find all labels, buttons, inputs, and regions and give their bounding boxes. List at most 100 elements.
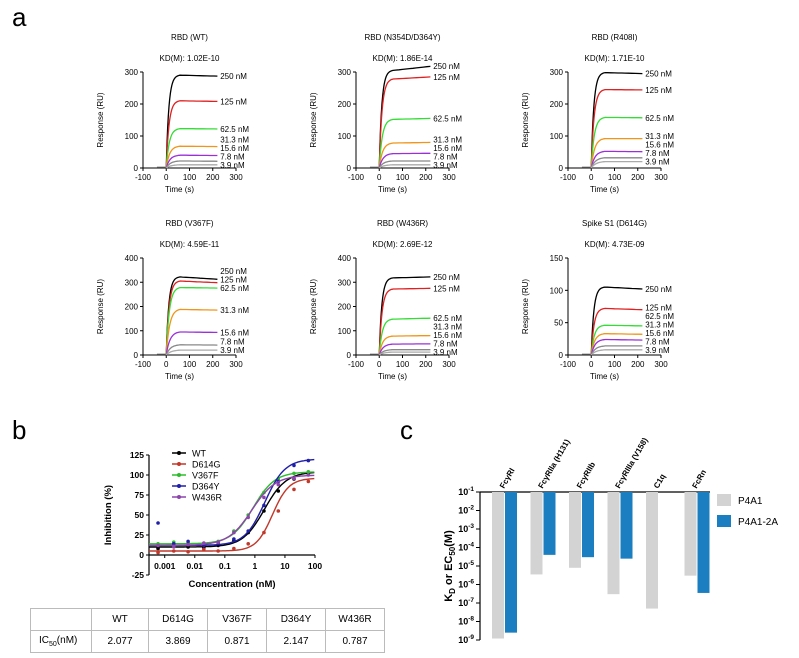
sensorgram-line [590, 345, 643, 356]
y-tick-label: 100 [130, 470, 144, 480]
chart-title: RBD (WT) [171, 33, 208, 42]
x-tick-label: 200 [206, 173, 220, 182]
bar [530, 492, 543, 575]
x-tick-label: 100 [608, 173, 622, 182]
sensorgram-line [165, 100, 218, 169]
y-tick-label: 200 [550, 100, 564, 109]
sensorgram-line [165, 276, 218, 356]
concentration-label: 31.3 nM [433, 135, 462, 144]
x-tick-label: 100 [308, 561, 322, 571]
table-cell: 2.147 [266, 630, 326, 653]
sensorgram-line [165, 349, 218, 356]
legend-label: WT [192, 449, 206, 459]
x-axis-label: Concentration (nM) [188, 579, 275, 590]
concentration-label: 31.3 nM [220, 135, 249, 144]
data-point [171, 545, 176, 549]
data-point [186, 542, 190, 547]
ic50-table-value-row: IC50(nM) 2.077 3.869 0.871 2.147 0.787 [30, 630, 385, 653]
data-point [171, 549, 176, 553]
x-tick-label: 200 [419, 173, 433, 182]
sensorgram-line [590, 286, 643, 356]
bar [505, 492, 517, 633]
fit-curve [149, 477, 315, 552]
y-axis-label: Response (RU) [521, 92, 530, 147]
concentration-label: 125 nM [645, 86, 672, 95]
concentration-label: 250 nM [433, 62, 460, 71]
kd-value: KD(M): 4.59E-11 [160, 240, 220, 249]
table-header-cell: WT [91, 608, 149, 631]
x-tick-label: -100 [560, 173, 577, 182]
sensorgram-line [590, 160, 643, 169]
sensorgram-line [590, 71, 643, 169]
data-point [216, 549, 220, 553]
y-tick-label: 10-1 [458, 486, 474, 497]
x-tick-label: 300 [442, 173, 456, 182]
data-point [202, 547, 206, 552]
x-tick-label: 100 [396, 173, 410, 182]
data-point [246, 542, 251, 546]
legend-label: P4A1 [738, 496, 763, 507]
data-point [262, 509, 266, 513]
sensorgram-line [378, 152, 431, 169]
sensorgram-line [165, 344, 218, 356]
x-tick-label: 0 [164, 173, 169, 182]
kd-value: KD(M): 4.73E-09 [584, 240, 645, 249]
y-tick-label: 400 [125, 254, 139, 263]
legend-marker [177, 451, 181, 455]
table-header-cell: W436R [325, 608, 385, 631]
y-tick-label: 100 [125, 327, 139, 336]
concentration-label: 7.8 nM [645, 337, 670, 346]
chart-title: RBD (V367F) [165, 219, 213, 228]
x-axis-label: Time (s) [590, 372, 619, 381]
data-point [276, 482, 281, 487]
category-label: FcγRI [498, 467, 517, 490]
sensorgram-line [378, 343, 431, 356]
y-tick-label: 10-6 [458, 579, 474, 590]
x-tick-label: 1 [253, 561, 258, 571]
y-tick-label: 10-9 [458, 634, 474, 645]
y-tick-label: 10-2 [458, 505, 474, 516]
table-cell: 0.871 [207, 630, 267, 653]
x-tick-label: 0 [377, 173, 382, 182]
panel-label-b: b [12, 415, 27, 445]
sensorgram-line [165, 331, 218, 356]
y-tick-label: 0 [347, 351, 352, 360]
x-tick-label: 0.01 [186, 561, 203, 571]
concentration-label: 125 nM [645, 303, 672, 312]
sensorgram-line [165, 286, 218, 356]
chart-title: RBD (R408I) [592, 33, 638, 42]
x-axis-label: Time (s) [378, 185, 407, 194]
legend-label: W436R [192, 493, 223, 503]
concentration-label: 31.3 nM [433, 323, 462, 332]
concentration-label: 250 nM [220, 267, 247, 276]
data-point [306, 458, 311, 463]
concentration-label: 31.3 nM [645, 132, 674, 141]
chart-title: Spike S1 (D614G) [582, 219, 647, 228]
concentration-label: 3.9 nM [433, 348, 458, 357]
concentration-label: 62.5 nM [433, 114, 462, 123]
sensorgram-line [165, 74, 218, 169]
y-tick-label: 10-3 [458, 523, 474, 534]
sensorgram-line [590, 157, 643, 169]
sensorgram-line [378, 349, 431, 356]
data-point [306, 470, 311, 474]
concentration-label: 7.8 nM [220, 152, 245, 161]
data-point [292, 487, 296, 492]
y-tick-label: 0 [347, 164, 352, 173]
legend-label: D364Y [192, 482, 220, 492]
concentration-label: 15.6 nM [220, 328, 249, 337]
sensorgram-line [378, 317, 431, 356]
y-tick-label: 10-7 [458, 597, 474, 608]
x-tick-label: 0 [589, 173, 594, 182]
sensorgram-line [378, 351, 431, 356]
ic50-table-header-row: WT D614G V367F D364Y W436R [30, 608, 385, 631]
y-tick-label: 300 [125, 278, 139, 287]
kd-value: KD(M): 1.71E-10 [584, 54, 645, 63]
category-label: FcγRIIb [575, 460, 597, 490]
fit-curve [149, 474, 315, 547]
data-point [156, 521, 160, 525]
sensorgram-line [590, 88, 643, 169]
concentration-label: 250 nM [433, 273, 460, 282]
sensorgram-line [378, 334, 431, 356]
